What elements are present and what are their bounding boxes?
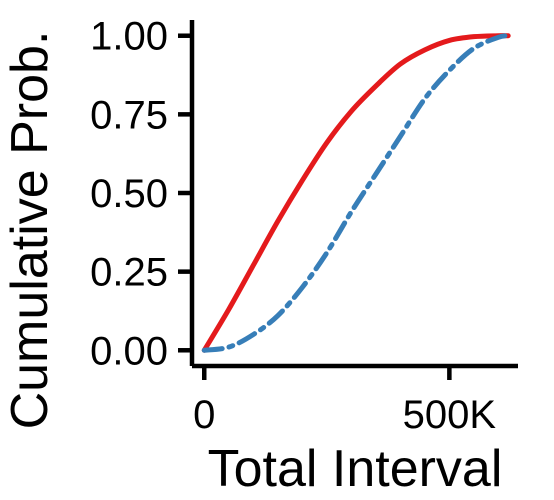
series-line-1	[201, 33, 511, 353]
y-axis-title: Cumulative Prob.	[1, 31, 59, 430]
y-tick-label: 0.25	[90, 251, 168, 295]
axes-group	[189, 20, 518, 369]
y-tick-label: 0.50	[90, 172, 168, 216]
ticks-group: 0.00 0.25 0.50 0.75 1.00 0 500K	[90, 15, 496, 437]
series-group	[201, 33, 511, 353]
x-tick-label: 0	[193, 393, 215, 437]
y-tick-label: 0.00	[90, 329, 168, 373]
x-axis-title: Total Interval	[208, 440, 503, 498]
y-tick-label: 0.75	[90, 93, 168, 137]
series-line-2	[201, 33, 511, 353]
y-tick-label: 1.00	[90, 15, 168, 59]
x-tick-label: 500K	[403, 393, 497, 437]
